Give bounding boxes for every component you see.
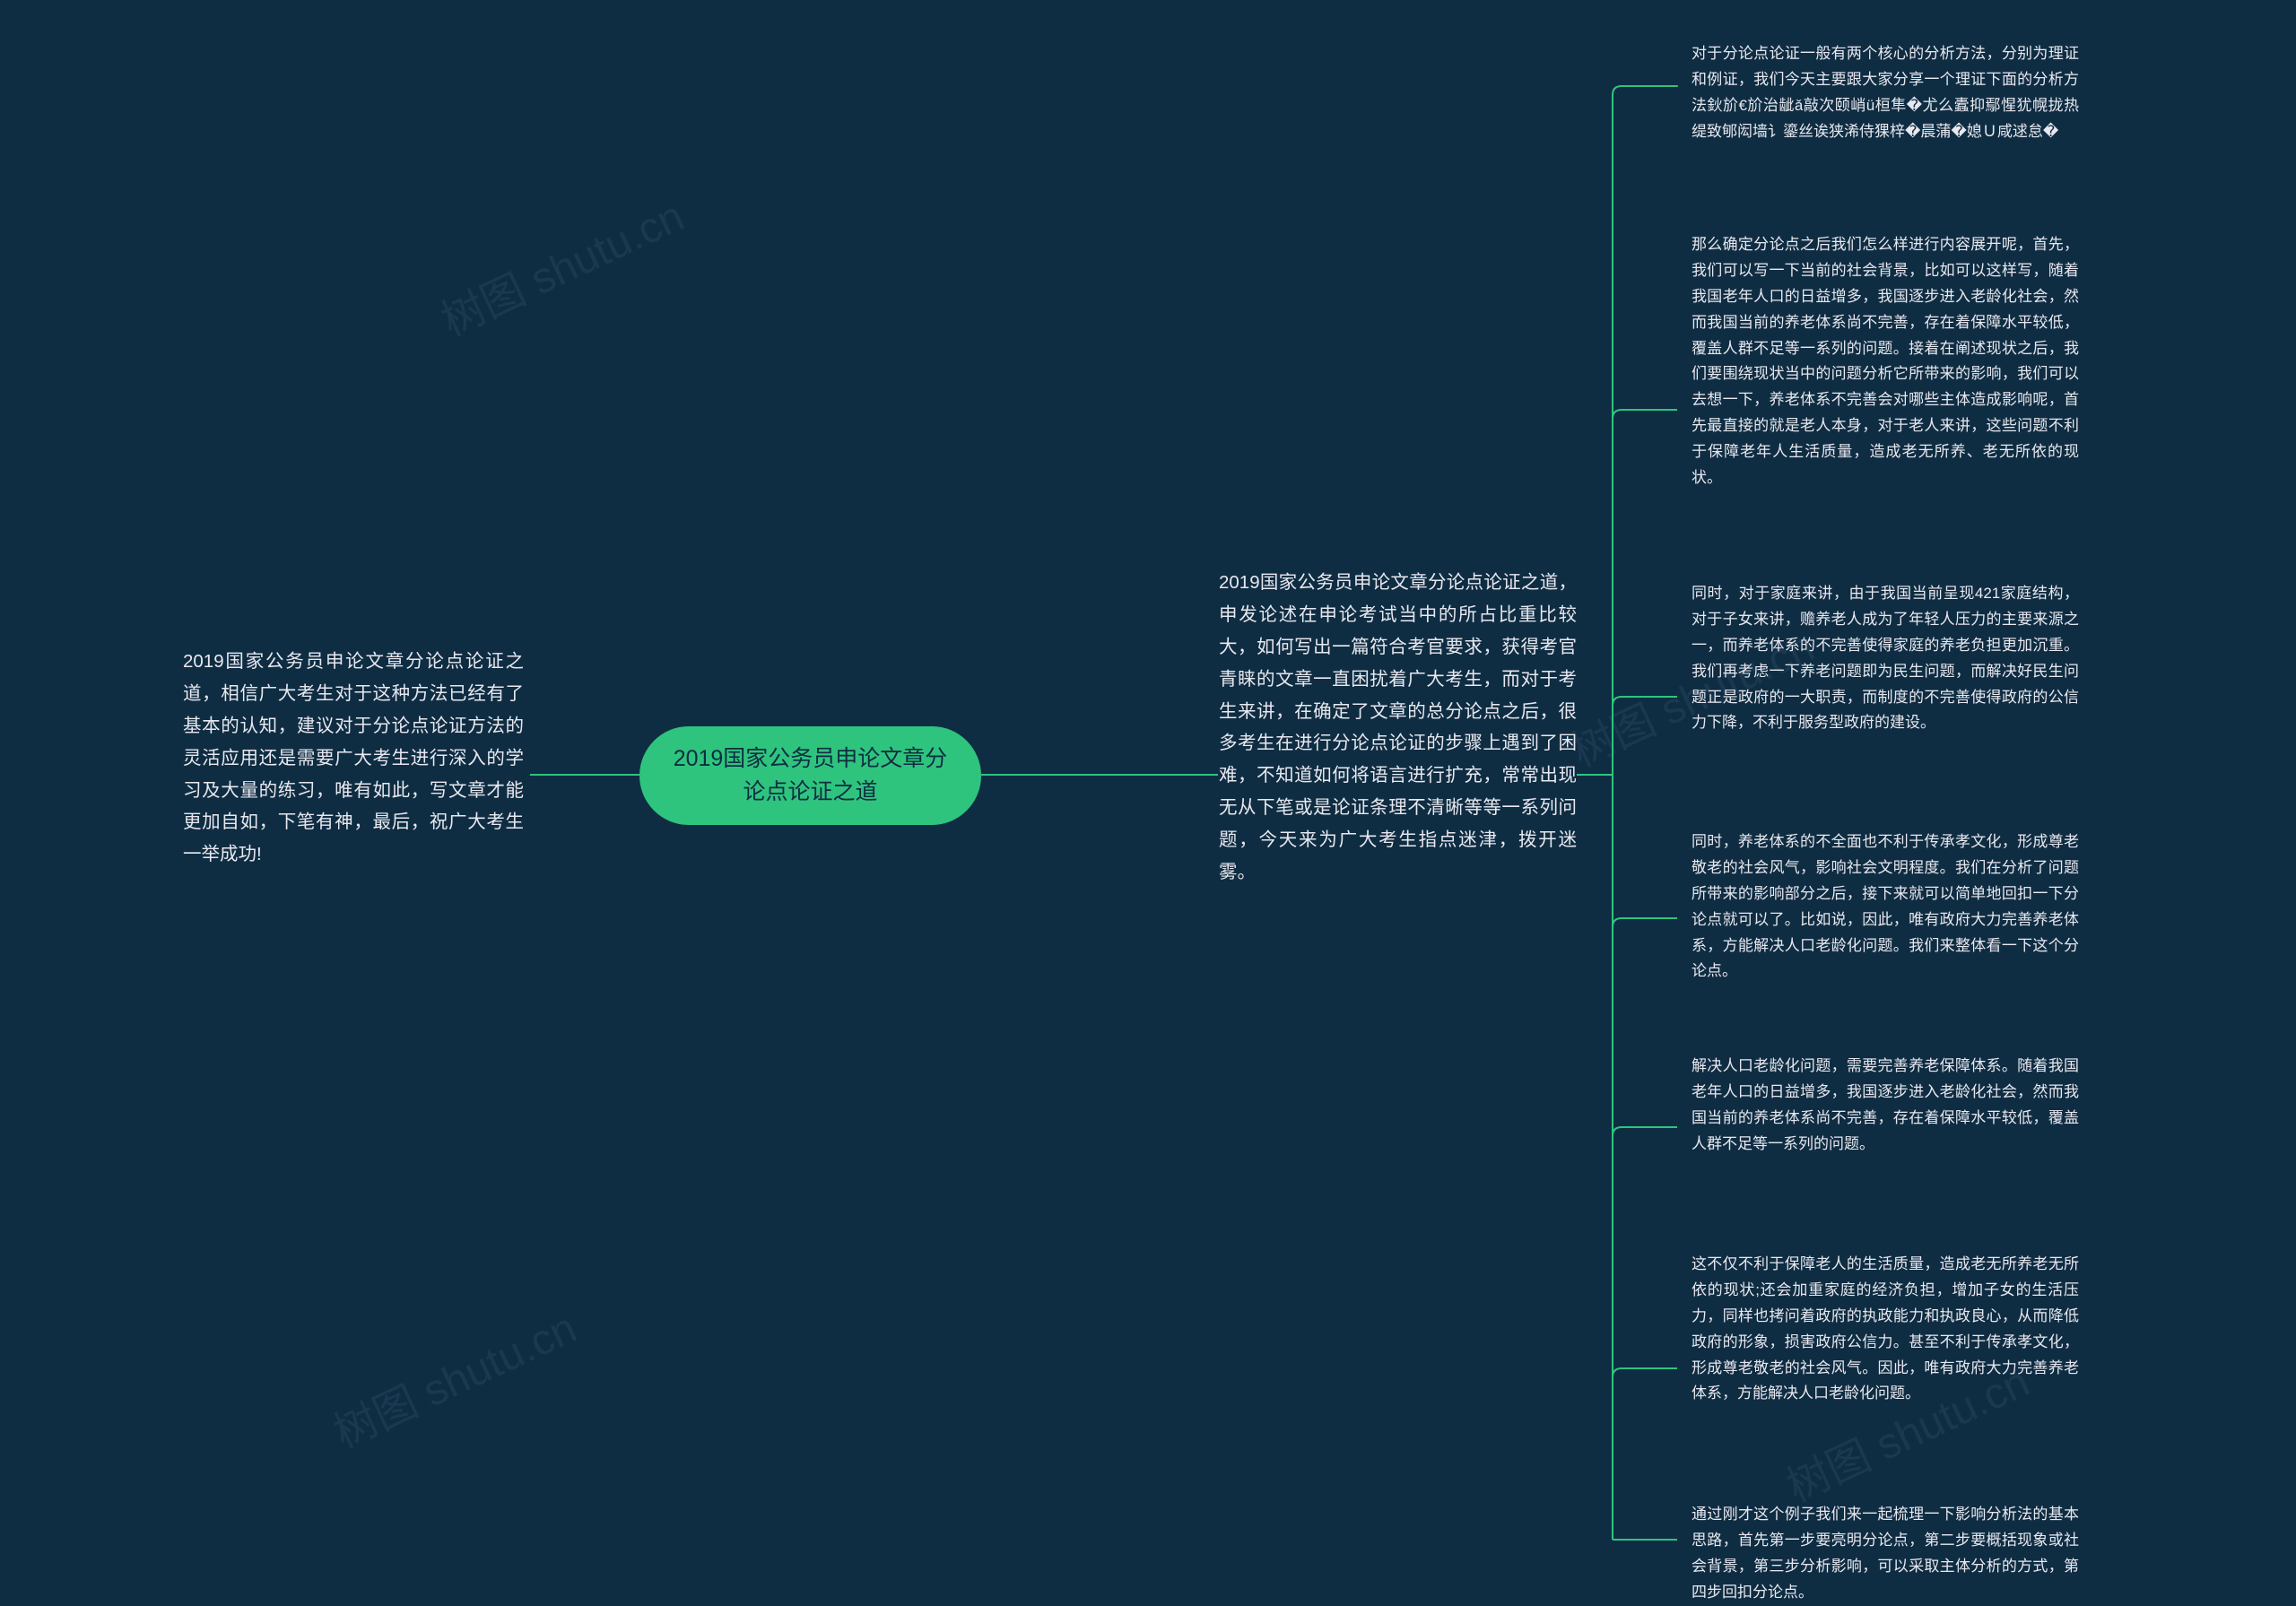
right-text-4: 同时，养老体系的不全面也不利于传承孝文化，形成尊老敬老的社会风气，影响社会文明程…: [1692, 829, 2079, 985]
mid-text: 2019国家公务员申论文章分论点论证之道，申发论述在申论考试当中的所占比重比较大…: [1219, 567, 1577, 889]
right-text-5: 解决人口老龄化问题，需要完善养老保障体系。随着我国老年人口的日益增多，我国逐步进…: [1692, 1054, 2079, 1158]
right-text-2: 那么确定分论点之后我们怎么样进行内容展开呢，首先，我们可以写一下当前的社会背景，…: [1692, 232, 2079, 491]
right-text-3: 同时，对于家庭来讲，由于我国当前呈现421家庭结构，对于子女来讲，赡养老人成为了…: [1692, 581, 2079, 736]
left-text: 2019国家公务员申论文章分论点论证之道，相信广大考生对于这种方法已经有了基本的…: [183, 646, 524, 871]
connector-mid: [981, 774, 1218, 776]
right-text-6: 这不仅不利于保障老人的生活质量，造成老无所养老无所依的现状;还会加重家庭的经济负…: [1692, 1252, 2079, 1407]
watermark: 树图 shutu.cn: [322, 1293, 585, 1460]
connector-left: [530, 774, 639, 776]
watermark: 树图 shutu.cn: [430, 181, 692, 348]
connector-right-bracket: [1577, 0, 1686, 1540]
right-text-1: 对于分论点论证一般有两个核心的分析方法，分别为理证和例证，我们今天主要跟大家分享…: [1692, 41, 2079, 145]
right-text-7: 通过刚才这个例子我们来一起梳理一下影响分析法的基本思路，首先第一步要亮明分论点，…: [1692, 1502, 2079, 1606]
center-node: 2019国家公务员申论文章分论点论证之道: [639, 726, 981, 825]
center-node-title: 2019国家公务员申论文章分论点论证之道: [672, 742, 949, 810]
